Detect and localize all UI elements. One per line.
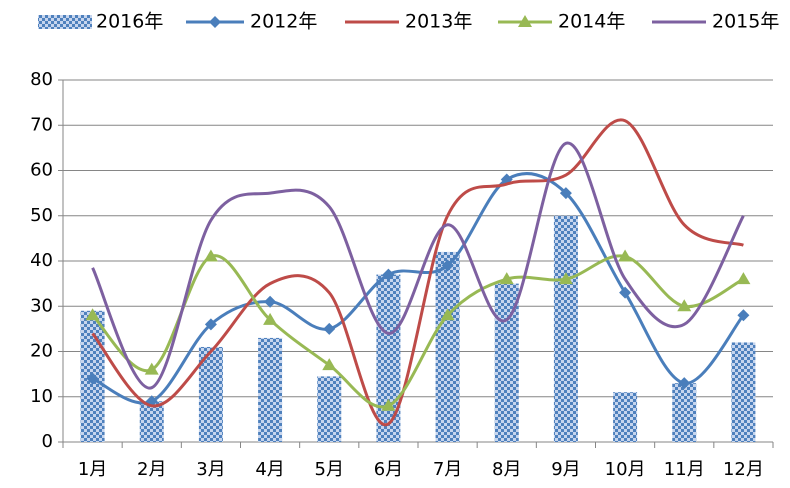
line (91, 118, 744, 427)
bar (376, 274, 401, 442)
marker (619, 286, 632, 299)
bar (731, 342, 756, 442)
legend-label: 2016年 (96, 11, 163, 33)
x-tick-label: 5月 (315, 459, 344, 480)
marker (499, 272, 514, 285)
marker (322, 358, 337, 371)
y-tick-label: 60 (30, 160, 53, 181)
x-tick-label: 11月 (664, 459, 705, 480)
marker (209, 16, 221, 28)
marker (440, 308, 455, 321)
marker (263, 312, 278, 325)
x-tick-label: 2月 (137, 459, 166, 480)
bar (613, 392, 638, 442)
marker (203, 249, 218, 262)
marker (204, 318, 217, 331)
marker (264, 295, 277, 308)
marker (381, 398, 396, 411)
marker (518, 15, 532, 27)
y-tick-label: 10 (30, 386, 53, 407)
legend-label: 2014年 (558, 11, 625, 33)
line (91, 172, 745, 405)
marker (737, 309, 750, 322)
marker (382, 268, 395, 281)
y-tick-label: 0 (42, 431, 53, 452)
x-tick-label: 9月 (551, 459, 580, 480)
y-tick-label: 30 (30, 295, 53, 316)
y-tick-label: 70 (30, 114, 53, 135)
legend-label: 2013年 (405, 11, 472, 33)
legend-swatch (38, 15, 92, 29)
y-tick-label: 40 (30, 250, 53, 271)
marker (678, 377, 691, 390)
legend-label: 2012年 (250, 11, 317, 33)
x-tick-label: 10月 (605, 459, 646, 480)
bar (258, 337, 283, 442)
marker (441, 259, 454, 272)
marker (736, 272, 751, 285)
marker (618, 249, 633, 262)
marker (677, 299, 692, 312)
marker (85, 308, 100, 321)
x-tick-label: 8月 (492, 459, 521, 480)
marker (86, 372, 99, 385)
marker (323, 322, 336, 335)
marker (144, 362, 159, 375)
x-tick-label: 1月 (78, 459, 107, 480)
line (91, 141, 745, 390)
x-tick-label: 3月 (196, 459, 225, 480)
legend-label: 2015年 (712, 11, 779, 33)
x-tick-label: 12月 (723, 459, 764, 480)
bar (317, 376, 342, 442)
marker (558, 272, 573, 285)
x-tick-label: 6月 (374, 459, 403, 480)
x-tick-label: 7月 (433, 459, 462, 480)
marker (559, 187, 572, 200)
y-tick-label: 20 (30, 341, 53, 362)
y-tick-label: 80 (30, 69, 53, 90)
bar (435, 251, 460, 442)
bar (553, 215, 578, 442)
y-tick-label: 50 (30, 205, 53, 226)
bar (672, 383, 697, 442)
bar (139, 401, 164, 442)
x-tick-label: 4月 (255, 459, 284, 480)
